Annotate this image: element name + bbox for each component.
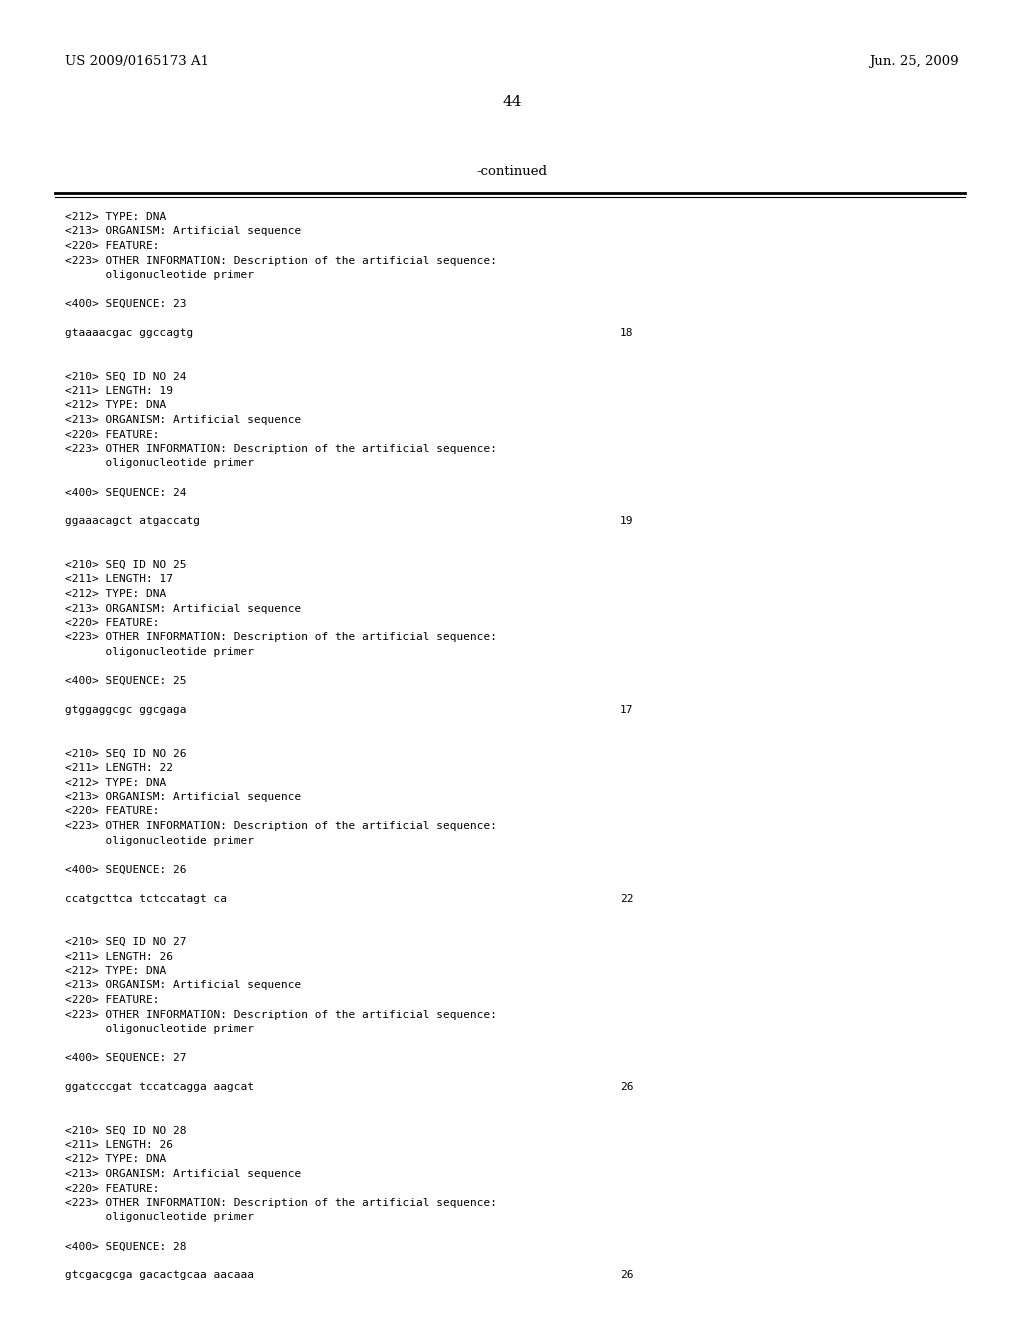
Text: <210> SEQ ID NO 24: <210> SEQ ID NO 24 [65,371,186,381]
Text: <211> LENGTH: 19: <211> LENGTH: 19 [65,385,173,396]
Text: <223> OTHER INFORMATION: Description of the artificial sequence:: <223> OTHER INFORMATION: Description of … [65,444,497,454]
Text: <400> SEQUENCE: 24: <400> SEQUENCE: 24 [65,487,186,498]
Text: <210> SEQ ID NO 26: <210> SEQ ID NO 26 [65,748,186,759]
Text: 44: 44 [502,95,522,110]
Text: ggaaacagct atgaccatg: ggaaacagct atgaccatg [65,516,200,527]
Text: -continued: -continued [476,165,548,178]
Text: <210> SEQ ID NO 25: <210> SEQ ID NO 25 [65,560,186,570]
Text: Jun. 25, 2009: Jun. 25, 2009 [869,55,959,69]
Text: <223> OTHER INFORMATION: Description of the artificial sequence:: <223> OTHER INFORMATION: Description of … [65,632,497,643]
Text: <220> FEATURE:: <220> FEATURE: [65,1184,160,1193]
Text: <400> SEQUENCE: 28: <400> SEQUENCE: 28 [65,1242,186,1251]
Text: <213> ORGANISM: Artificial sequence: <213> ORGANISM: Artificial sequence [65,981,301,990]
Text: <400> SEQUENCE: 23: <400> SEQUENCE: 23 [65,300,186,309]
Text: gtggaggcgc ggcgaga: gtggaggcgc ggcgaga [65,705,186,715]
Text: oligonucleotide primer: oligonucleotide primer [65,458,254,469]
Text: <212> TYPE: DNA: <212> TYPE: DNA [65,213,166,222]
Text: <211> LENGTH: 26: <211> LENGTH: 26 [65,1140,173,1150]
Text: ggatcccgat tccatcagga aagcat: ggatcccgat tccatcagga aagcat [65,1082,254,1092]
Text: <220> FEATURE:: <220> FEATURE: [65,429,160,440]
Text: 17: 17 [620,705,634,715]
Text: <212> TYPE: DNA: <212> TYPE: DNA [65,777,166,788]
Text: 22: 22 [620,894,634,903]
Text: oligonucleotide primer: oligonucleotide primer [65,271,254,280]
Text: 18: 18 [620,327,634,338]
Text: <213> ORGANISM: Artificial sequence: <213> ORGANISM: Artificial sequence [65,1170,301,1179]
Text: <223> OTHER INFORMATION: Description of the artificial sequence:: <223> OTHER INFORMATION: Description of … [65,1199,497,1208]
Text: oligonucleotide primer: oligonucleotide primer [65,1213,254,1222]
Text: <223> OTHER INFORMATION: Description of the artificial sequence:: <223> OTHER INFORMATION: Description of … [65,821,497,832]
Text: <220> FEATURE:: <220> FEATURE: [65,807,160,817]
Text: 19: 19 [620,516,634,527]
Text: <400> SEQUENCE: 27: <400> SEQUENCE: 27 [65,1053,186,1063]
Text: oligonucleotide primer: oligonucleotide primer [65,1024,254,1034]
Text: 26: 26 [620,1270,634,1280]
Text: <213> ORGANISM: Artificial sequence: <213> ORGANISM: Artificial sequence [65,414,301,425]
Text: <212> TYPE: DNA: <212> TYPE: DNA [65,966,166,975]
Text: <400> SEQUENCE: 25: <400> SEQUENCE: 25 [65,676,186,686]
Text: <220> FEATURE:: <220> FEATURE: [65,618,160,628]
Text: ccatgcttca tctccatagt ca: ccatgcttca tctccatagt ca [65,894,227,903]
Text: oligonucleotide primer: oligonucleotide primer [65,836,254,846]
Text: <400> SEQUENCE: 26: <400> SEQUENCE: 26 [65,865,186,874]
Text: <213> ORGANISM: Artificial sequence: <213> ORGANISM: Artificial sequence [65,603,301,614]
Text: gtaaaacgac ggccagtg: gtaaaacgac ggccagtg [65,327,194,338]
Text: <220> FEATURE:: <220> FEATURE: [65,995,160,1005]
Text: <213> ORGANISM: Artificial sequence: <213> ORGANISM: Artificial sequence [65,227,301,236]
Text: <212> TYPE: DNA: <212> TYPE: DNA [65,589,166,599]
Text: <211> LENGTH: 26: <211> LENGTH: 26 [65,952,173,961]
Text: <212> TYPE: DNA: <212> TYPE: DNA [65,400,166,411]
Text: <212> TYPE: DNA: <212> TYPE: DNA [65,1155,166,1164]
Text: <220> FEATURE:: <220> FEATURE: [65,242,160,251]
Text: <213> ORGANISM: Artificial sequence: <213> ORGANISM: Artificial sequence [65,792,301,803]
Text: 26: 26 [620,1082,634,1092]
Text: <211> LENGTH: 22: <211> LENGTH: 22 [65,763,173,774]
Text: <223> OTHER INFORMATION: Description of the artificial sequence:: <223> OTHER INFORMATION: Description of … [65,1010,497,1019]
Text: oligonucleotide primer: oligonucleotide primer [65,647,254,657]
Text: <211> LENGTH: 17: <211> LENGTH: 17 [65,574,173,585]
Text: <210> SEQ ID NO 28: <210> SEQ ID NO 28 [65,1126,186,1135]
Text: gtcgacgcga gacactgcaa aacaaa: gtcgacgcga gacactgcaa aacaaa [65,1270,254,1280]
Text: <223> OTHER INFORMATION: Description of the artificial sequence:: <223> OTHER INFORMATION: Description of … [65,256,497,265]
Text: <210> SEQ ID NO 27: <210> SEQ ID NO 27 [65,937,186,946]
Text: US 2009/0165173 A1: US 2009/0165173 A1 [65,55,209,69]
